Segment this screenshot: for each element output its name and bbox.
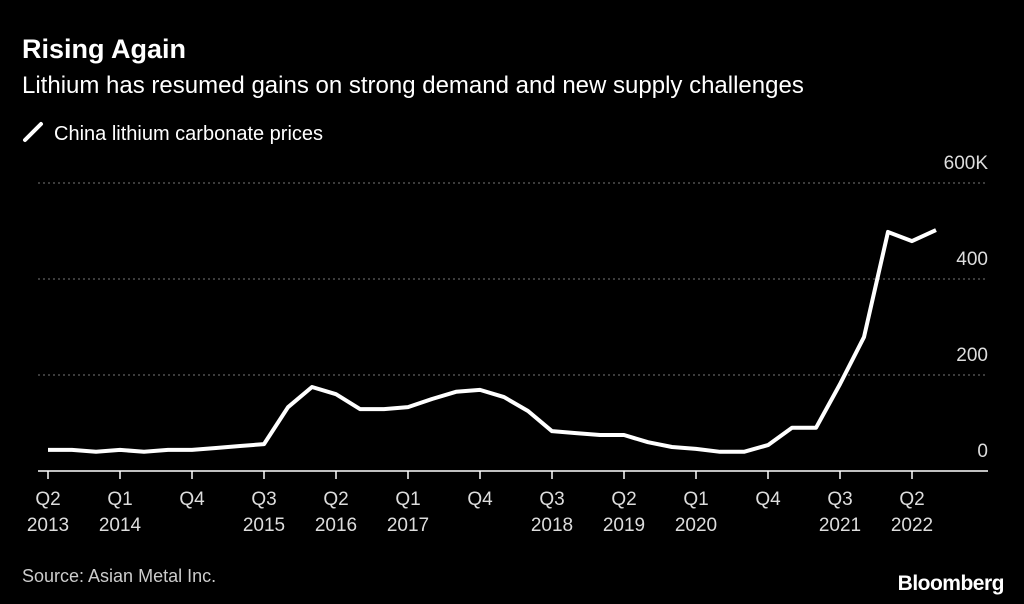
y-tick-label: 0 — [977, 441, 988, 462]
x-tick-label: Q2 2019 — [603, 489, 645, 536]
x-tick-label: Q2 2022 — [891, 489, 933, 536]
legend-icon — [23, 122, 43, 142]
x-tick-label: Q2 2013 — [27, 489, 69, 536]
y-tick-label: 400 — [956, 249, 988, 270]
price-line — [48, 228, 937, 454]
x-tick-label: Q1 2020 — [675, 489, 717, 536]
y-tick-label: 200 — [956, 345, 988, 366]
chart-title: Rising Again — [22, 34, 186, 64]
x-tick-label: Q4 — [467, 489, 493, 510]
source: Source: Asian Metal Inc. — [22, 566, 216, 586]
x-tick-label: Q3 2018 — [531, 489, 573, 536]
x-tick-label: Q3 2021 — [819, 489, 861, 536]
x-tick-label: Q1 2017 — [387, 489, 429, 536]
x-tick-label: Q1 2014 — [99, 489, 142, 536]
x-tick-label: Q4 — [179, 489, 205, 510]
x-tick-label: Q3 2015 — [243, 489, 285, 536]
plot-area: 0 200 400 600K Q2 2013 Q1 2014 Q4 Q3 2015 Q2 2016 Q1 2… — [27, 153, 988, 536]
y-tick-label: 600K — [944, 153, 989, 174]
chart-subtitle: Lithium has resumed gains on strong dema… — [22, 72, 804, 99]
x-tick-label: Q2 2016 — [315, 489, 357, 536]
legend-label: China lithium carbonate prices — [54, 123, 323, 145]
brand-logo: Bloomberg — [898, 572, 1004, 595]
x-tick-label: Q4 — [755, 489, 781, 510]
